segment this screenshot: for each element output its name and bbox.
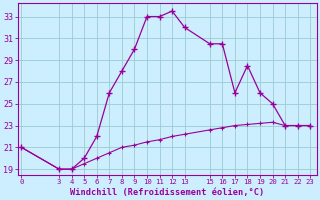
X-axis label: Windchill (Refroidissement éolien,°C): Windchill (Refroidissement éolien,°C): [70, 188, 264, 197]
